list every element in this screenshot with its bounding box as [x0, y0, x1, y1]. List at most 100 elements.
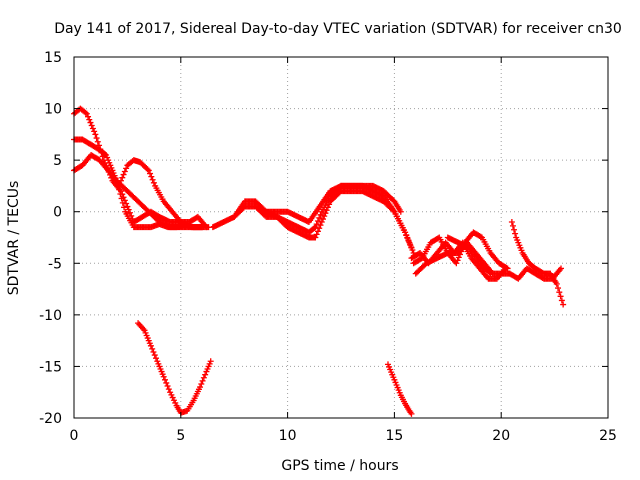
data-point [88, 122, 95, 129]
y-tick-label: 15 [44, 50, 62, 66]
series-track-14 [135, 320, 214, 416]
data-point [323, 207, 330, 214]
data-point [144, 166, 151, 173]
data-point [557, 293, 564, 300]
tick-layer [73, 56, 609, 419]
data-point [117, 191, 124, 198]
data-point [82, 109, 89, 116]
data-point [94, 138, 101, 145]
y-axis-label: SDTVAR / TECUs [6, 181, 22, 296]
data-point [203, 224, 210, 231]
data-point [202, 371, 209, 378]
data-point [126, 209, 133, 216]
data-point [117, 177, 124, 184]
data-point [317, 211, 324, 218]
data-point [85, 113, 92, 120]
grid-layer [74, 57, 608, 418]
data-point [314, 217, 321, 224]
data-point [160, 373, 167, 380]
data-point [119, 174, 126, 181]
y-tick-label: -15 [39, 359, 62, 375]
data-point [86, 116, 93, 123]
data-point [454, 257, 461, 264]
data-point [313, 221, 320, 228]
data-point [170, 397, 177, 404]
y-tick-label: 5 [53, 153, 62, 169]
data-point [560, 301, 567, 308]
data-point [161, 376, 168, 383]
data-point [121, 168, 128, 175]
data-point [164, 383, 171, 390]
data-point [150, 348, 157, 355]
data-point [148, 173, 155, 180]
data-point [316, 225, 323, 232]
x-tick-label: 10 [279, 428, 297, 444]
data-point [149, 176, 156, 183]
data-point [317, 222, 324, 229]
data-point [408, 244, 415, 251]
data-point [555, 285, 562, 292]
data-point [147, 342, 154, 349]
data-point [147, 170, 154, 177]
data-point [486, 269, 493, 276]
data-point [153, 355, 160, 362]
data-point [83, 110, 90, 117]
data-point [322, 210, 329, 217]
data-point [120, 171, 127, 178]
x-tick-label: 0 [70, 428, 79, 444]
data-point [118, 195, 125, 202]
data-point [149, 345, 156, 352]
data-point [167, 389, 174, 396]
series-track-12 [508, 219, 567, 308]
data-point [101, 151, 108, 158]
data-point [558, 297, 565, 304]
data-point [504, 265, 511, 272]
data-point [318, 219, 325, 226]
data-point [91, 128, 98, 135]
data-point [165, 386, 172, 393]
data-point [508, 219, 515, 226]
x-axis-label: GPS time / hours [281, 458, 398, 474]
data-point [326, 201, 333, 208]
y-tick-label: -10 [39, 308, 62, 324]
data-point [512, 230, 519, 237]
x-tick-label: 15 [385, 428, 403, 444]
data-point [321, 213, 328, 220]
data-point [314, 228, 321, 235]
data-point [124, 203, 131, 210]
y-tick-label: -20 [39, 411, 62, 427]
data-point [558, 265, 565, 272]
series-track-11 [444, 234, 494, 277]
data-point [89, 125, 96, 132]
data-point [169, 394, 176, 401]
data-point [87, 119, 94, 126]
series-track-13 [506, 265, 565, 282]
data-point [93, 135, 100, 142]
data-point [556, 289, 563, 296]
x-tick-label: 25 [599, 428, 617, 444]
data-point [408, 410, 415, 417]
data-point [199, 377, 206, 384]
series-track-15 [384, 361, 415, 417]
data-point [197, 384, 204, 391]
data-point [509, 222, 516, 229]
data-point [397, 208, 404, 215]
data-point [553, 280, 560, 287]
plot-border [73, 56, 609, 419]
data-point [116, 186, 123, 193]
data-point [312, 234, 319, 241]
data-point [487, 270, 494, 277]
data-point [92, 131, 99, 138]
data-point [145, 167, 152, 174]
data-layer [71, 105, 567, 417]
data-point [119, 199, 126, 206]
series-track-3 [71, 151, 206, 231]
data-point [123, 165, 130, 172]
series-track-4 [117, 157, 210, 231]
series-track-7 [263, 188, 415, 251]
data-point [121, 204, 128, 211]
data-point [150, 179, 157, 186]
chart-title: Day 141 of 2017, Sidereal Day-to-day VTE… [54, 21, 622, 37]
data-point [511, 226, 518, 233]
data-point [316, 214, 323, 221]
